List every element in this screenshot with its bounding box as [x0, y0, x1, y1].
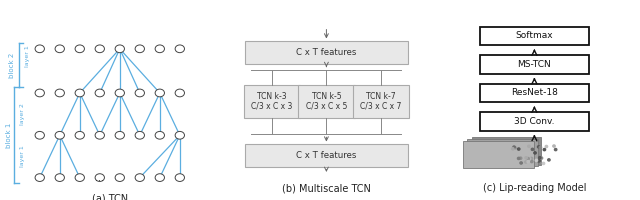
Circle shape [75, 89, 84, 97]
Text: TCN k-7
C/3 x C x 7: TCN k-7 C/3 x C x 7 [360, 92, 401, 111]
Text: Softmax: Softmax [516, 31, 553, 40]
Circle shape [527, 161, 529, 163]
Circle shape [511, 148, 514, 150]
Circle shape [155, 89, 164, 97]
Text: ...: ... [95, 173, 104, 183]
Text: MS-TCN: MS-TCN [518, 60, 551, 69]
Bar [353, 85, 409, 118]
Circle shape [554, 148, 557, 151]
Circle shape [35, 174, 44, 181]
Circle shape [538, 160, 540, 162]
Circle shape [115, 131, 124, 139]
Circle shape [135, 174, 145, 181]
Bar [463, 141, 534, 168]
Text: block 1: block 1 [6, 123, 12, 148]
Circle shape [115, 89, 124, 97]
Circle shape [115, 174, 124, 181]
Circle shape [135, 45, 145, 53]
Circle shape [155, 174, 164, 181]
Circle shape [35, 131, 44, 139]
Circle shape [135, 89, 145, 97]
Circle shape [543, 149, 545, 151]
Circle shape [527, 158, 529, 160]
Circle shape [75, 45, 84, 53]
Circle shape [75, 174, 84, 181]
Circle shape [531, 148, 534, 150]
Circle shape [95, 131, 104, 139]
Text: TCN k-5
C/3 x C x 5: TCN k-5 C/3 x C x 5 [306, 92, 347, 111]
Circle shape [538, 160, 540, 162]
Text: block 2: block 2 [9, 53, 15, 78]
Circle shape [514, 147, 516, 149]
Circle shape [540, 157, 543, 159]
Circle shape [175, 89, 184, 97]
Bar [480, 55, 589, 74]
Circle shape [542, 162, 545, 165]
Text: 3D Conv.: 3D Conv. [514, 117, 555, 126]
Circle shape [520, 157, 522, 159]
Circle shape [538, 146, 540, 148]
Bar [245, 144, 408, 167]
Circle shape [518, 148, 520, 150]
Circle shape [55, 174, 65, 181]
Circle shape [530, 157, 532, 160]
Circle shape [525, 161, 527, 163]
Text: layer 1: layer 1 [20, 146, 25, 167]
Text: C x T features: C x T features [296, 48, 356, 57]
Bar [245, 41, 408, 64]
Text: (b) Multiscale TCN: (b) Multiscale TCN [282, 184, 371, 194]
Circle shape [540, 146, 541, 149]
Circle shape [55, 89, 65, 97]
Circle shape [75, 131, 84, 139]
Circle shape [95, 174, 104, 181]
Circle shape [35, 45, 44, 53]
Text: layer 1: layer 1 [25, 45, 30, 67]
Circle shape [528, 145, 530, 147]
Circle shape [135, 131, 145, 139]
Circle shape [545, 145, 548, 148]
Bar [480, 27, 589, 45]
Circle shape [520, 162, 522, 164]
Circle shape [525, 157, 527, 159]
Text: ResNet-18: ResNet-18 [511, 88, 558, 97]
Circle shape [175, 174, 184, 181]
Bar [298, 85, 355, 118]
Text: (a) TCN: (a) TCN [92, 193, 128, 200]
Circle shape [155, 131, 164, 139]
Circle shape [55, 45, 65, 53]
Circle shape [518, 157, 520, 160]
Text: layer 2: layer 2 [20, 103, 25, 125]
Text: C x T features: C x T features [296, 151, 356, 160]
Bar [480, 112, 589, 131]
Bar [467, 139, 538, 166]
Circle shape [115, 45, 124, 53]
Circle shape [529, 158, 531, 160]
Circle shape [548, 159, 550, 161]
Text: TCN k-3
C/3 x C x 3: TCN k-3 C/3 x C x 3 [252, 92, 292, 111]
Circle shape [95, 89, 104, 97]
Bar [480, 84, 589, 102]
Circle shape [155, 45, 164, 53]
Circle shape [55, 131, 65, 139]
Circle shape [35, 89, 44, 97]
Circle shape [531, 160, 533, 163]
Circle shape [553, 145, 555, 147]
Circle shape [535, 159, 538, 162]
Text: (c) Lip-reading Model: (c) Lip-reading Model [483, 183, 586, 193]
Circle shape [539, 157, 541, 159]
Circle shape [513, 146, 515, 148]
Circle shape [534, 152, 536, 154]
Circle shape [175, 45, 184, 53]
Bar [472, 137, 541, 165]
Bar [244, 85, 300, 118]
Circle shape [175, 131, 184, 139]
Circle shape [95, 45, 104, 53]
